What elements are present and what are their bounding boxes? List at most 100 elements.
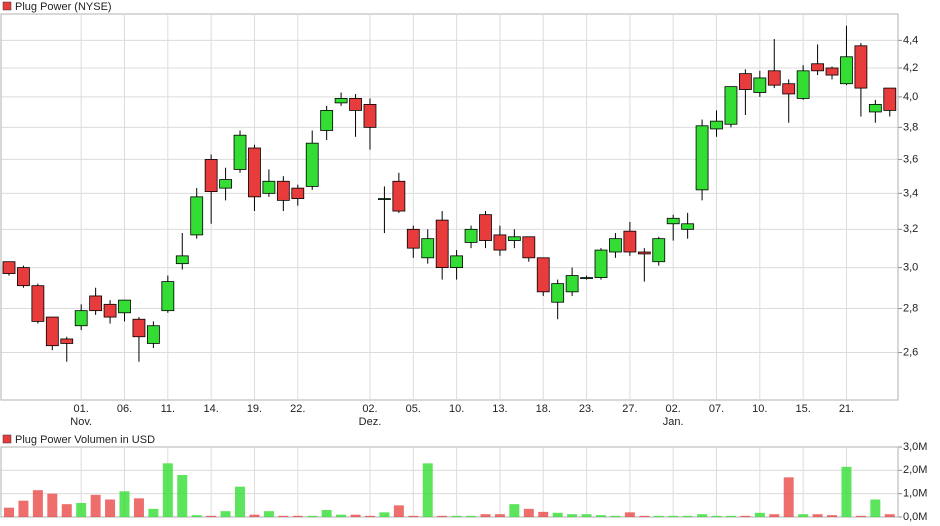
legend-swatch [2, 1, 12, 11]
volume-bar [509, 504, 520, 517]
volume-bar [624, 512, 635, 517]
volume-bar [235, 486, 246, 517]
candle-body [623, 230, 637, 253]
candle-body [378, 198, 391, 201]
volume-bar [682, 515, 693, 517]
volume-bar [884, 514, 895, 517]
candle-body [652, 238, 666, 263]
y-tick-label: 3,0M [903, 441, 927, 453]
x-tick-label: 14. [203, 403, 218, 415]
plot-frame [0, 446, 899, 518]
candle-body [132, 318, 146, 338]
volume-bar [567, 514, 578, 517]
candle-body [262, 180, 276, 194]
candle-body [854, 45, 868, 89]
candle-body [840, 56, 853, 85]
plot-frame [0, 13, 899, 401]
candle-body [74, 310, 88, 327]
volume-bar [740, 515, 751, 517]
volume-bar [379, 512, 390, 517]
volume-bar [18, 500, 29, 517]
x-tick-label: 06. [117, 403, 132, 415]
volume-bar [480, 514, 491, 517]
volume-bar [133, 498, 144, 517]
candle-body [349, 98, 362, 111]
x-tick-label: 11. [161, 403, 175, 415]
x-tick-label: 10. [449, 403, 464, 415]
candle-body [406, 228, 420, 249]
candle-body [305, 142, 319, 187]
volume-bar [350, 514, 361, 517]
candle-body [363, 103, 377, 128]
volume-bar [191, 515, 202, 517]
volume-bar [47, 493, 58, 517]
volume-bar [769, 514, 780, 517]
chart-title: Plug Power (NYSE) [15, 1, 112, 13]
volume-bar [827, 515, 838, 517]
candle-body [103, 303, 117, 318]
y-tick-label: 3,0 [903, 262, 918, 274]
candle-body [551, 283, 565, 303]
candle-body [666, 217, 680, 225]
volume-bar [336, 514, 347, 517]
x-tick-label: 02. [362, 403, 377, 415]
volume-bar [855, 515, 866, 517]
candle-body [161, 281, 175, 312]
volume-bar [422, 463, 433, 517]
x-tick-label: 10. [752, 403, 767, 415]
volume-bar [307, 515, 318, 517]
candle-body [89, 295, 103, 312]
candle-body [767, 70, 781, 86]
volume-bar [798, 514, 809, 517]
candle-body [190, 196, 204, 236]
x-tick-label: 23. [579, 403, 594, 415]
volume-bar [408, 515, 419, 517]
x-tick-label: 02. [666, 403, 681, 415]
volume-bar [783, 477, 794, 517]
candle-body [421, 238, 435, 259]
volume-bar [4, 507, 14, 517]
x-tick-label: 07. [709, 403, 724, 415]
volume-bar [220, 511, 231, 517]
candle-body [175, 255, 189, 265]
volume-bar [639, 515, 650, 517]
candle-body [479, 214, 492, 241]
x-tick-label: 22. [290, 403, 305, 415]
legend-swatch [2, 434, 12, 444]
candle-body [811, 63, 824, 72]
candle-body [565, 275, 579, 293]
y-tick-label: 4,2 [903, 62, 918, 74]
candle-body [320, 110, 334, 131]
y-tick-label: 3,6 [903, 153, 918, 165]
candle-body [738, 73, 752, 90]
candle-body [146, 325, 160, 344]
candle-body [493, 234, 507, 251]
y-tick-label: 1,0M [903, 488, 927, 500]
volume-bar [538, 511, 549, 517]
y-tick-label: 2,6 [903, 346, 918, 358]
volume-bar [119, 491, 130, 517]
candle-body [753, 77, 767, 93]
candle-body [637, 251, 651, 255]
x-tick-label: 27. [622, 403, 637, 415]
y-tick-label: 3,2 [903, 223, 918, 235]
x-tick-label: 18. [536, 403, 551, 415]
volume-bar [451, 515, 462, 517]
x-tick-label: 05. [406, 403, 421, 415]
x-tick-label: 19. [247, 403, 262, 415]
candle-body [724, 86, 738, 125]
candle-body [334, 98, 348, 104]
y-tick-label: 3,4 [903, 187, 918, 199]
volume-bar [841, 466, 852, 517]
candle-body [2, 261, 16, 274]
volume-bar [148, 508, 159, 517]
candle-body [695, 125, 709, 191]
volume-bar [177, 475, 188, 517]
volume-bar [105, 499, 116, 517]
candle-body [522, 236, 536, 259]
candle-body [507, 236, 521, 241]
volume-bar [90, 494, 101, 517]
volume-bar [278, 515, 289, 517]
candle-body [118, 299, 131, 314]
